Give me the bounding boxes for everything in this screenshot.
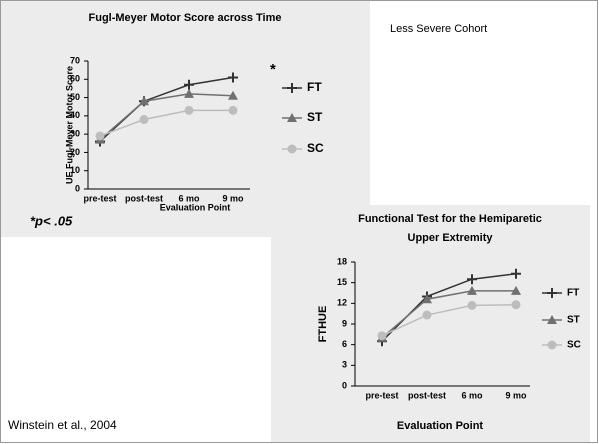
point bbox=[95, 131, 105, 141]
y-axis-label: FTHUE bbox=[317, 306, 329, 343]
series-line bbox=[381, 290, 516, 339]
chart-title: Fugl-Meyer Motor Score across Time bbox=[89, 12, 282, 24]
legend-marker bbox=[287, 113, 297, 122]
y-tick-label: 0 bbox=[342, 380, 347, 390]
point bbox=[184, 79, 194, 90]
legend-marker bbox=[547, 315, 557, 324]
x-tick-label: pre-test bbox=[365, 390, 398, 400]
y-tick-label: 10 bbox=[70, 165, 80, 175]
x-tick-label: 6 mo bbox=[178, 193, 200, 203]
point bbox=[139, 115, 149, 125]
point bbox=[184, 88, 194, 98]
y-tick-label: 20 bbox=[70, 147, 80, 157]
x-tick-label: 9 mo bbox=[222, 193, 244, 203]
legend-label: ST bbox=[567, 315, 580, 326]
x-axis-label: Evaluation Point bbox=[397, 420, 484, 432]
legend-marker bbox=[287, 144, 297, 154]
y-tick-label: 9 bbox=[342, 318, 347, 328]
point bbox=[511, 300, 521, 310]
y-tick-label: 3 bbox=[342, 360, 347, 370]
x-tick-label: post-test bbox=[125, 193, 163, 203]
legend-label: SC bbox=[567, 340, 581, 351]
point bbox=[511, 285, 521, 295]
legend-marker bbox=[547, 340, 557, 350]
point bbox=[422, 294, 432, 304]
y-tick-label: 18 bbox=[337, 256, 347, 266]
point bbox=[467, 300, 477, 310]
y-tick-label: 70 bbox=[70, 55, 80, 65]
series-line bbox=[381, 303, 517, 337]
legend-label: FT bbox=[567, 288, 579, 299]
y-tick-label: 0 bbox=[75, 183, 80, 193]
point bbox=[139, 96, 149, 106]
legend-marker bbox=[547, 288, 557, 298]
legend-label: ST bbox=[307, 110, 323, 124]
panel bbox=[271, 205, 590, 442]
point bbox=[422, 310, 432, 320]
point bbox=[228, 90, 238, 100]
y-tick-label: 30 bbox=[70, 129, 80, 139]
x-tick-label: 9 mo bbox=[505, 390, 527, 400]
y-tick-label: 60 bbox=[70, 74, 80, 84]
legend-label: FT bbox=[307, 80, 322, 94]
y-tick-label: 40 bbox=[70, 110, 80, 120]
x-tick-label: 6 mo bbox=[461, 390, 483, 400]
chart-title: Upper Extremity bbox=[408, 232, 494, 244]
series-line bbox=[99, 109, 233, 137]
y-tick-label: 15 bbox=[337, 277, 347, 287]
legend-marker bbox=[287, 83, 297, 93]
point bbox=[228, 72, 238, 83]
significance-note: *p< .05 bbox=[30, 213, 73, 228]
point bbox=[377, 331, 387, 341]
point bbox=[228, 105, 238, 115]
y-tick-label: 12 bbox=[337, 298, 347, 308]
point bbox=[467, 274, 477, 285]
heading: Less Severe Cohort bbox=[390, 23, 487, 35]
point bbox=[511, 268, 521, 279]
citation: Winstein et al., 2004 bbox=[8, 418, 117, 432]
asterisk: * bbox=[270, 61, 276, 78]
legend-label: SC bbox=[307, 141, 324, 155]
x-tick-label: pre-test bbox=[83, 193, 116, 203]
y-tick-label: 6 bbox=[342, 339, 347, 349]
point bbox=[184, 105, 194, 115]
point bbox=[467, 285, 477, 295]
y-tick-label: 50 bbox=[70, 92, 80, 102]
series-line bbox=[99, 93, 234, 141]
panel bbox=[1, 1, 370, 237]
x-axis-label: Evaluation Point bbox=[160, 202, 231, 212]
chart-title: Functional Test for the Hemiparetic bbox=[358, 213, 542, 225]
x-tick-label: post-test bbox=[408, 390, 446, 400]
y-axis-label: UE Fugl-Meyer Motor Score bbox=[64, 66, 74, 184]
